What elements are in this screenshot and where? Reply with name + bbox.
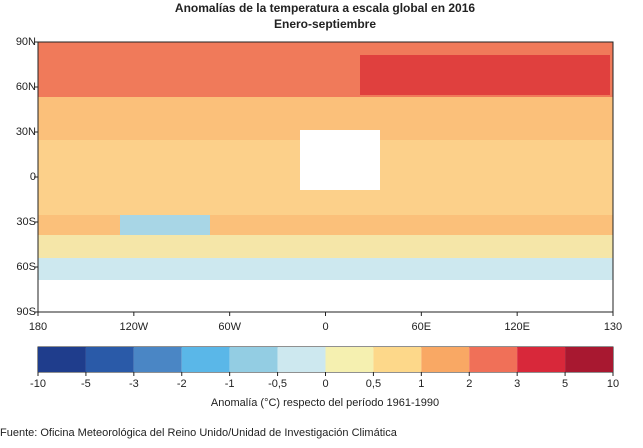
y-tick-label: 60N	[16, 81, 36, 93]
colorbar-tick-label: 1	[418, 378, 424, 390]
colorbar-swatch	[565, 347, 613, 372]
x-tick-label: 120E	[504, 321, 530, 333]
y-tick-label: 60S	[16, 261, 36, 273]
colorbar-tick-label: 0,5	[366, 378, 381, 390]
colorbar-swatch	[469, 347, 518, 372]
y-tick-label: 30S	[16, 216, 36, 228]
colorbar-swatch	[229, 347, 278, 372]
x-tick-label: 180	[29, 321, 47, 333]
colorbar-tick-label: 0	[322, 378, 328, 390]
x-tick-label: 0	[322, 321, 328, 333]
colorbar-tick-label: 5	[562, 378, 568, 390]
x-tick-label: 60E	[412, 321, 432, 333]
colorbar-tick-label: 10	[607, 378, 619, 390]
colorbar-swatch	[277, 347, 326, 372]
colorbar-swatch	[85, 347, 134, 372]
colorbar-label: Anomalía (°C) respecto del período 1961-…	[211, 397, 439, 409]
x-tick-label: 120W	[119, 321, 148, 333]
colorbar-tick-label: 3	[514, 378, 520, 390]
colorbar-tick-label: -2	[177, 378, 187, 390]
y-tick-label: 0	[30, 171, 36, 183]
colorbar-tick-label: -5	[81, 378, 91, 390]
chart-subtitle: Enero-septiembre	[274, 17, 376, 31]
colorbar-tick-label: -3	[129, 378, 139, 390]
x-tick-label: 130	[604, 321, 622, 333]
colorbar-tick-label: -0,5	[268, 378, 287, 390]
colorbar-swatch	[133, 347, 182, 372]
map-field	[37, 41, 614, 313]
colorbar-swatch	[373, 347, 422, 372]
colorbar-swatch	[38, 347, 86, 372]
colorbar-tick-label: 2	[466, 378, 472, 390]
colorbar-swatch	[181, 347, 230, 372]
colorbar-swatch	[421, 347, 470, 372]
colorbar-tick-label: -10	[30, 378, 46, 390]
x-tick-label: 60W	[218, 321, 241, 333]
colorbar-swatch	[325, 347, 374, 372]
source: Fuente: Oficina Meteorológica del Reino …	[0, 427, 398, 439]
colorbar-tick-label: -1	[225, 378, 235, 390]
colorbar-swatch	[517, 347, 566, 372]
y-tick-label: 90S	[16, 306, 36, 318]
chart-title: Anomalías de la temperatura a escala glo…	[175, 1, 475, 15]
y-tick-label: 30N	[16, 126, 36, 138]
y-tick-label: 90N	[16, 36, 36, 48]
